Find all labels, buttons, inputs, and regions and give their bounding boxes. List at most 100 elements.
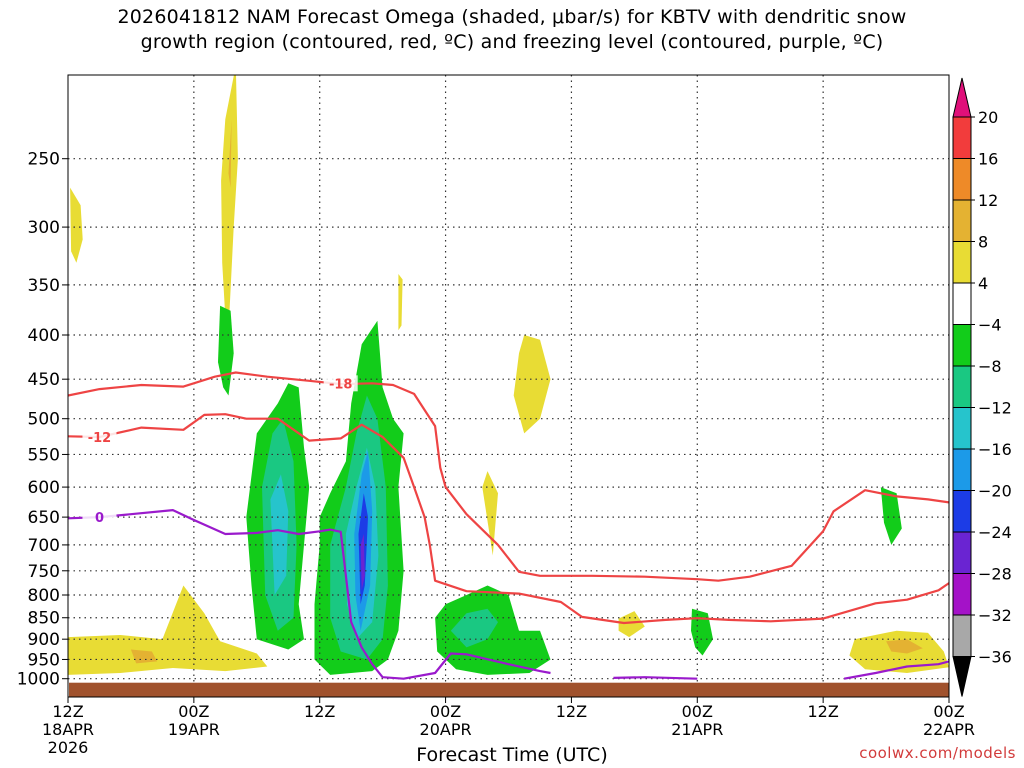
colorbar-band-5: [952, 324, 972, 367]
x-tick-label-48-1: 12Z: [556, 702, 587, 721]
omega-region-24: [360, 534, 365, 591]
omega-region-3: [398, 274, 403, 331]
colorbar-label-8: −16: [978, 440, 1012, 459]
y-tick-label-400: 400: [28, 326, 60, 346]
y-tick-label-650: 650: [28, 508, 60, 528]
colorbar-label-10: −24: [978, 523, 1012, 542]
x-tick-label-12-2: 19APR: [168, 720, 220, 739]
colorbar-band-2: [952, 199, 972, 242]
y-tick-label-450: 450: [28, 370, 60, 390]
omega-region-7: [482, 471, 498, 556]
y-axis-ticks: 2503003504004505005506006507007508008509…: [17, 150, 68, 690]
x-tick-label-84-2: 22APR: [923, 720, 975, 739]
colorbar-bottom-arrow: [952, 656, 972, 697]
y-tick-label-250: 250: [28, 150, 60, 170]
omega-region-19: [450, 608, 498, 648]
ground-layer: [69, 682, 949, 697]
contour-line-1: [68, 413, 949, 625]
colorbar-band-9: [952, 490, 972, 533]
x-tick-label-72-1: 12Z: [807, 702, 838, 721]
contour-line-4: [843, 660, 949, 680]
x-tick-label-0-3: 2026: [48, 738, 89, 757]
colorbar-band-6: [952, 365, 972, 408]
y-tick-label-350: 350: [28, 276, 60, 296]
colorbar-label-2: 12: [978, 191, 998, 210]
y-tick-label-550: 550: [28, 445, 60, 465]
colorbar-label-13: −36: [978, 648, 1012, 667]
colorbar-label-3: 8: [978, 233, 988, 252]
y-tick-label-700: 700: [28, 536, 60, 556]
chart-title-line-1: 2026041812 NAM Forecast Omega (shaded, μ…: [117, 6, 907, 28]
colorbar-legend: 20 16 12 8 4 −4 −8 −12 −16 −20 −24 −28 −32 −36: [952, 77, 1012, 697]
colorbar-label-6: −8: [978, 357, 1002, 376]
y-tick-label-900: 900: [28, 630, 60, 650]
omega-shading: [68, 75, 949, 675]
plot-frame: [67, 74, 950, 698]
omega-region-4: [513, 335, 551, 434]
y-tick-label-300: 300: [28, 218, 60, 238]
temperature-contours: -18 -12 0: [68, 371, 949, 680]
omega-region-5: [68, 585, 268, 675]
omega-region-8: [618, 611, 645, 638]
colorbar-band-1: [952, 158, 972, 201]
x-tick-label-12-1: 00Z: [178, 702, 209, 721]
x-tick-label-0-1: 12Z: [52, 702, 83, 721]
y-tick-label-750: 750: [28, 562, 60, 582]
colorbar-top-arrow: [952, 77, 972, 118]
y-tick-label-600: 600: [28, 478, 60, 498]
chart-title-line-2: growth region (contoured, red, ºC) and f…: [140, 31, 884, 53]
colorbar-label-11: −28: [978, 565, 1012, 584]
colorbar-band-7: [952, 407, 972, 450]
contour-label-1: -12: [88, 431, 112, 446]
x-axis-label: Forecast Time (UTC): [416, 744, 608, 766]
colorbar-label-12: −32: [978, 606, 1012, 625]
colorbar-label-0: 20: [978, 108, 998, 127]
contour-line-3: [613, 676, 698, 680]
contour-label-bg-1: [82, 429, 117, 446]
x-tick-label-0-2: 18APR: [42, 720, 94, 739]
omega-region-1: [228, 119, 232, 188]
x-tick-label-24-1: 12Z: [304, 702, 335, 721]
x-tick-label-60-1: 00Z: [682, 702, 713, 721]
grid-lines: [68, 75, 949, 697]
contour-line-0: [68, 371, 949, 582]
y-tick-label-950: 950: [28, 650, 60, 670]
colorbar-band-4: [952, 282, 972, 325]
colorbar-label-1: 16: [978, 150, 998, 169]
colorbar-label-7: −12: [978, 399, 1012, 418]
omega-region-0: [221, 75, 238, 354]
ground-fill: [69, 682, 949, 697]
colorbar-label-5: −4: [978, 316, 1002, 335]
source-credit: coolwx.com/models: [859, 744, 1016, 762]
contour-label-bg-2: [82, 509, 117, 526]
omega-region-16: [880, 487, 902, 545]
contour-label-bg-0: [323, 375, 358, 392]
contour-label-2: 0: [95, 511, 104, 526]
colorbar-band-0: [952, 116, 972, 159]
colorbar-label-9: −20: [978, 482, 1012, 501]
colorbar-band-11: [952, 573, 972, 616]
colorbar-band-3: [952, 241, 972, 284]
colorbar-band-12: [952, 614, 972, 657]
omega-region-2: [70, 187, 83, 263]
y-tick-label-500: 500: [28, 410, 60, 430]
contour-line-2: [68, 509, 551, 680]
colorbar-band-8: [952, 448, 972, 491]
colorbar-label-4: 4: [978, 274, 988, 293]
x-tick-label-84-1: 00Z: [933, 702, 964, 721]
colorbar-band-10: [952, 531, 972, 574]
y-tick-label-800: 800: [28, 586, 60, 606]
omega-region-11: [218, 305, 234, 396]
omega-region-20: [270, 474, 289, 595]
y-tick-label-1000: 1000: [17, 670, 60, 690]
y-tick-label-850: 850: [28, 609, 60, 629]
contour-label-0: -18: [329, 377, 353, 392]
x-tick-label-60-2: 21APR: [671, 720, 723, 739]
x-tick-label-36-1: 00Z: [430, 702, 461, 721]
omega-region-15: [691, 608, 713, 656]
omega-region-10: [886, 639, 923, 654]
x-tick-label-36-2: 20APR: [420, 720, 472, 739]
